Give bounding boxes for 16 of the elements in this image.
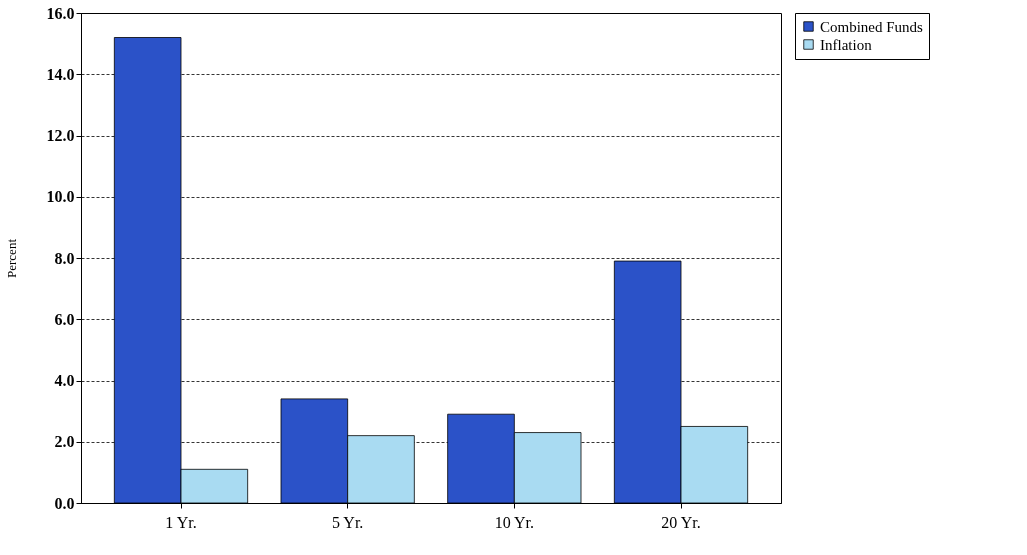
legend-label: Inflation — [820, 36, 873, 53]
y-tick-label: 10.0 — [46, 188, 75, 206]
y-tick-label: 8.0 — [54, 249, 75, 267]
x-tick-label: 1 Yr. — [165, 513, 197, 531]
x-tick-label: 5 Yr. — [331, 513, 364, 531]
y-axis-title: Percent — [3, 238, 19, 278]
x-tick-label: 20 Yr. — [661, 513, 701, 531]
x-tick-label: 10 Yr. — [494, 513, 535, 531]
y-tick-label: 14.0 — [46, 65, 75, 83]
y-tick-label: 12.0 — [46, 127, 75, 144]
y-tick-label: 2.0 — [54, 433, 75, 451]
y-tick-label: 4.0 — [54, 372, 75, 389]
y-tick-label: 0.0 — [54, 494, 75, 512]
legend-label: Combined Funds — [820, 18, 924, 35]
y-tick-label: 6.0 — [54, 310, 75, 328]
y-tick-label: 16.0 — [46, 4, 75, 22]
